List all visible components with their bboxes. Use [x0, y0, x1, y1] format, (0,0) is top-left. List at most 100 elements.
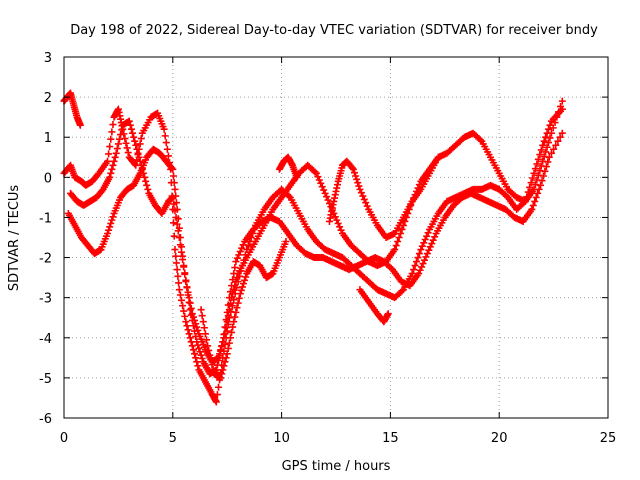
data-point-marker [556, 133, 564, 141]
data-point-marker [162, 139, 170, 147]
data-point [175, 234, 183, 241]
data-point-marker [144, 185, 152, 193]
data-point [76, 121, 84, 129]
data-point-marker [348, 164, 356, 172]
data-point-marker [176, 241, 184, 249]
plot-frame [63, 56, 609, 419]
data-point-marker [143, 181, 151, 189]
data-point [232, 258, 240, 266]
data-point-marker [223, 318, 231, 326]
data-point-marker [195, 344, 203, 352]
data-point-marker [199, 318, 207, 326]
data-point-marker [422, 253, 430, 261]
data-point-marker [534, 155, 542, 163]
data-point-marker [139, 169, 147, 177]
data-point-marker [318, 183, 326, 191]
data-point-marker [108, 128, 116, 136]
data-point-marker [107, 169, 115, 177]
data-point-marker [235, 294, 243, 302]
data-point-marker [178, 248, 186, 256]
data-point-marker [185, 330, 193, 338]
data-point-marker [131, 137, 139, 145]
data-point-marker [549, 124, 557, 132]
data-point-marker [181, 270, 189, 278]
data-point-marker [421, 236, 429, 244]
data-point [182, 278, 190, 286]
data-point [547, 129, 555, 137]
data-point-marker [201, 330, 209, 338]
data-point-marker [232, 308, 240, 316]
data-point-marker [415, 250, 423, 258]
data-point [539, 141, 547, 149]
data-point-marker [107, 135, 115, 143]
data-point-marker [174, 272, 182, 280]
data-point-marker [540, 153, 548, 161]
data-point-marker [172, 252, 180, 260]
data-point-marker [230, 286, 238, 294]
data-point-marker [414, 254, 422, 262]
data-point [188, 310, 196, 318]
data-point [539, 157, 547, 165]
data-point-marker [546, 134, 554, 142]
data-point-marker [547, 149, 555, 157]
data-point [434, 153, 442, 161]
data-point-marker [161, 132, 169, 140]
data-point-marker [108, 165, 116, 173]
x-tick-label: 10 [273, 431, 290, 446]
data-point [415, 270, 423, 278]
data-point-marker [426, 243, 434, 251]
data-point-marker [109, 121, 117, 129]
data-point-marker [105, 226, 113, 234]
data-point-marker [127, 125, 135, 133]
data-point-marker [325, 199, 333, 207]
data-point-marker [200, 324, 208, 332]
data-point-marker [431, 233, 439, 241]
data-point-marker [238, 283, 246, 291]
data-point [423, 250, 431, 258]
data-point-marker [424, 229, 432, 237]
data-point-marker [111, 153, 119, 161]
chart-title: Day 198 of 2022, Sidereal Day-to-day VTE… [70, 23, 598, 38]
data-point-marker [476, 136, 484, 144]
data-point-marker [205, 346, 213, 354]
data-point-marker [526, 183, 534, 191]
data-point-marker [553, 113, 561, 121]
x-tick-label: 25 [600, 431, 617, 446]
data-point-marker [109, 213, 117, 221]
data-point-marker [235, 251, 243, 259]
data-point-marker [545, 125, 553, 133]
data-point-marker [363, 202, 371, 210]
data-point-marker [531, 181, 539, 189]
data-point-marker [529, 201, 537, 209]
data-point-marker [183, 322, 191, 330]
data-point [417, 246, 425, 254]
data-point-marker [115, 135, 123, 143]
data-point-marker [217, 346, 225, 354]
data-point [182, 318, 190, 326]
data-point [106, 173, 114, 181]
data-point-marker [197, 351, 205, 359]
data-point-marker [185, 294, 193, 302]
data-points [60, 89, 566, 406]
data-point [214, 354, 222, 362]
data-point-marker [129, 129, 137, 137]
data-point-marker [533, 160, 541, 168]
data-point-marker [324, 196, 332, 204]
data-point-marker [228, 328, 236, 336]
data-point-marker [221, 358, 229, 366]
data-point-marker [220, 362, 228, 370]
data-series [197, 238, 290, 382]
data-point [112, 149, 120, 157]
data-point-marker [240, 280, 248, 288]
data-point-marker [124, 149, 132, 157]
data-point [125, 117, 133, 125]
data-point-marker [315, 176, 323, 184]
data-point-marker [226, 334, 234, 342]
data-point-marker [191, 350, 199, 358]
data-point-marker [532, 193, 540, 201]
data-point-marker [334, 219, 342, 227]
data-point [217, 374, 225, 382]
data-point [186, 306, 194, 314]
data-point-marker [552, 141, 560, 149]
